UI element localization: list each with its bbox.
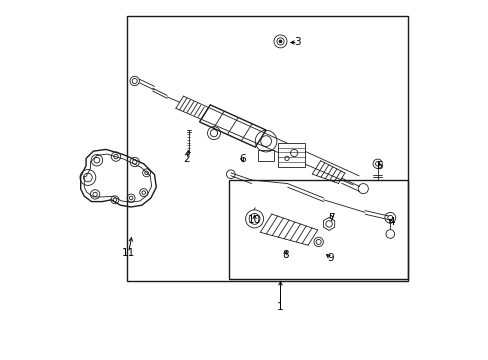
Circle shape xyxy=(385,230,394,238)
Text: 6: 6 xyxy=(239,154,245,164)
Text: 1: 1 xyxy=(277,302,283,312)
Text: 5: 5 xyxy=(376,161,383,171)
Bar xyxy=(258,150,273,161)
Circle shape xyxy=(279,40,282,43)
Text: 9: 9 xyxy=(327,253,333,263)
Text: 4: 4 xyxy=(387,217,394,227)
Text: 7: 7 xyxy=(327,213,334,223)
Text: 2: 2 xyxy=(183,154,190,164)
Bar xyxy=(277,143,304,166)
Text: 3: 3 xyxy=(294,37,301,48)
Text: 10: 10 xyxy=(247,215,261,225)
Text: 8: 8 xyxy=(281,249,288,260)
Text: 11: 11 xyxy=(122,248,135,258)
